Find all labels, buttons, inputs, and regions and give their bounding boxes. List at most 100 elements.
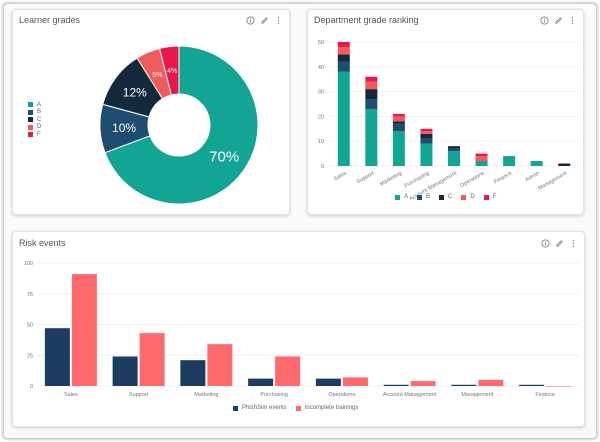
more-vertical-icon[interactable]: [569, 239, 578, 248]
legend-label: F: [37, 131, 41, 138]
edit-icon[interactable]: [554, 16, 563, 25]
legend-item[interactable]: F: [28, 131, 41, 139]
bar-incomplete: [207, 344, 233, 386]
bar-incomplete: [342, 377, 368, 386]
y-tick-label: 100: [24, 261, 33, 267]
y-tick-label: 25: [27, 353, 33, 359]
donut-chart: 70% 10% 12% 5% 4%: [99, 45, 259, 205]
legend-label: B: [426, 194, 431, 200]
legend-item[interactable]: C: [28, 116, 41, 124]
y-tick-label: 40: [318, 65, 324, 71]
bar-phishsim: [180, 360, 206, 386]
x-tick-label: Marketing: [194, 392, 218, 398]
legend-item[interactable]: D: [28, 124, 41, 132]
bar-segment-b: [448, 148, 460, 152]
info-icon[interactable]: [246, 15, 255, 25]
bar-segment-f: [475, 153, 488, 157]
donut-slice-label: 10%: [112, 121, 136, 135]
bar-segment-f: [392, 113, 405, 117]
legend-swatch: [28, 109, 33, 115]
y-tick-label: 10: [318, 139, 324, 145]
more-vertical-icon[interactable]: [274, 16, 283, 25]
donut-slice-label: 70%: [209, 149, 239, 166]
bar-segment-c: [392, 121, 405, 124]
legend-item[interactable]: A: [28, 101, 41, 109]
legend-item[interactable]: D: [461, 194, 475, 200]
y-tick-label: 0: [321, 164, 324, 170]
donut-slice-a: [104, 45, 259, 205]
card-header: Learner grades: [13, 10, 289, 30]
bar-segment-a: [503, 156, 516, 166]
legend-swatch: [395, 194, 400, 200]
department-ranking-card: Department grade ranking 0 10 20 30 40 50 Sale…: [307, 9, 584, 215]
legend-label: A: [404, 194, 409, 200]
card-actions: [246, 15, 283, 25]
legend-item[interactable]: B: [28, 109, 41, 117]
donut-slice-label: 4%: [167, 68, 177, 75]
x-tick-label: Support: [129, 392, 149, 398]
x-tick-label: Purchasing: [260, 392, 288, 398]
grouped-bar-chart: 0 25 50 75 100 Sales Support Marketing Purchasin…: [24, 261, 579, 398]
bar-segment-a: [365, 108, 378, 166]
card-header: Department grade ranking: [308, 10, 583, 30]
legend-item[interactable]: A: [395, 194, 408, 200]
bar-segment-f: [365, 76, 378, 82]
x-tick-label: Admin: [524, 171, 541, 184]
legend-label: A: [37, 101, 42, 108]
legend-swatch: [28, 117, 33, 123]
y-tick-label: 0: [30, 384, 33, 390]
legend-item[interactable]: F: [483, 194, 496, 200]
x-tick-label: Management: [461, 392, 494, 398]
x-tick-label: Marketing: [379, 171, 403, 188]
bar-segment-f: [337, 42, 350, 47]
info-icon[interactable]: [541, 238, 550, 248]
y-tick-label: 75: [27, 292, 33, 298]
bar-segment-a: [530, 161, 543, 166]
card-actions: [541, 238, 578, 248]
x-tick-label: Sales: [333, 170, 348, 182]
bar-segment-a: [337, 71, 350, 166]
y-tick-label: 50: [318, 40, 324, 46]
x-tick-label: Management: [537, 170, 568, 191]
bar-phishsim: [383, 384, 409, 386]
card-title: Risk events: [19, 238, 66, 248]
risk-legend: PhishSim events Incomplete trainings: [233, 405, 367, 411]
bar-segment-f: [420, 128, 433, 132]
donut-slice-f: [158, 45, 180, 96]
legend-item[interactable]: PhishSim events: [233, 405, 287, 411]
bar-segment-d: [420, 131, 433, 134]
y-tick-label: 30: [318, 90, 324, 96]
legend-item[interactable]: B: [417, 194, 430, 200]
legend-item[interactable]: C: [439, 194, 452, 200]
bar-incomplete: [71, 274, 97, 386]
legend-label: C: [37, 116, 42, 123]
edit-icon[interactable]: [260, 16, 269, 25]
bar-phishsim: [451, 384, 477, 386]
bar-segment-c: [558, 163, 571, 166]
legend-swatch: [483, 194, 489, 200]
legend-label: PhishSim events: [242, 405, 287, 411]
more-vertical-icon[interactable]: [568, 16, 577, 25]
card-title: Department grade ranking: [314, 15, 419, 25]
bar-segment-d: [337, 46, 350, 55]
legend-swatch: [28, 132, 33, 138]
legend-item[interactable]: Incomplete trainings: [295, 405, 358, 411]
legend-label: D: [37, 124, 42, 131]
x-tick-label: Finance: [493, 171, 513, 186]
bar-incomplete: [410, 381, 436, 386]
bar-segment-c: [420, 133, 433, 139]
legend-label: C: [448, 194, 453, 200]
bar-segment-b: [337, 61, 350, 72]
bar-segment-a: [475, 161, 488, 166]
legend-swatch: [417, 194, 423, 200]
x-tick-label: Account Management: [383, 392, 437, 398]
y-tick-label: 50: [27, 323, 33, 329]
bar-segment-c: [365, 89, 378, 100]
edit-icon[interactable]: [555, 239, 564, 248]
info-icon[interactable]: [540, 15, 549, 25]
bar-phishsim: [112, 356, 138, 386]
bar-incomplete: [478, 379, 504, 386]
legend-swatch: [233, 405, 238, 411]
